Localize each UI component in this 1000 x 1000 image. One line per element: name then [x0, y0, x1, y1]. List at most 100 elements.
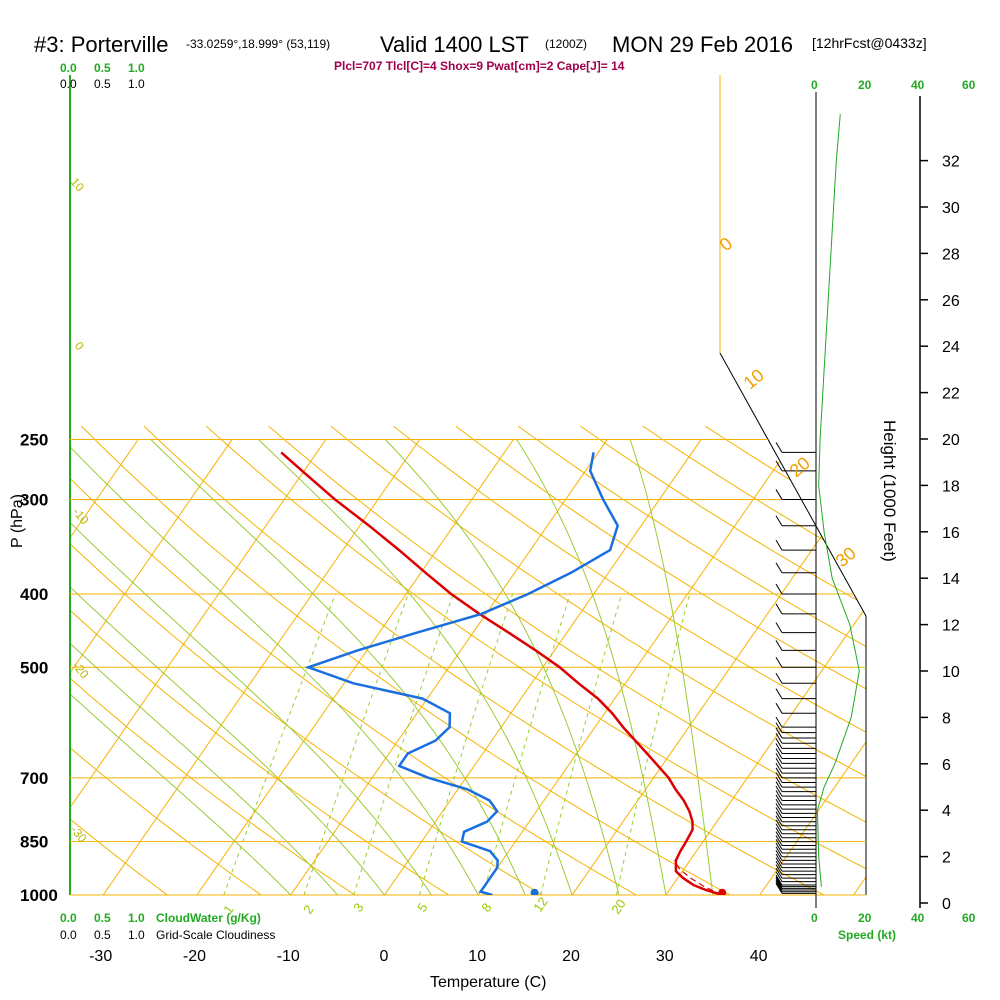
- wind-barb-flag: [775, 878, 783, 889]
- mixing-ratio-label: 3: [350, 900, 366, 915]
- height-tick-label: 0: [942, 896, 951, 913]
- wind-barb-flag: [775, 753, 783, 764]
- wind-barb-flag: [775, 860, 783, 872]
- wind-barb-flag: [775, 772, 783, 783]
- isotherm-label: 10: [740, 365, 768, 393]
- wind-barb-flag: [775, 823, 783, 835]
- temperature-tick-label: -20: [183, 948, 206, 965]
- moist-adiabat-line: [70, 439, 432, 895]
- moist-adiabat-line: [70, 439, 292, 895]
- wind-barb-flag: [775, 539, 783, 551]
- wind-barb-flag: [775, 794, 783, 806]
- wind-barb-flag: [775, 727, 783, 739]
- pressure-tick-label: 300: [20, 490, 48, 509]
- dry-adiabat-line: [143, 425, 856, 895]
- height-tick-label: 24: [942, 339, 960, 356]
- cloudiness-tick-bottom-0: 0.0: [60, 928, 77, 942]
- wind-barb-flag: [775, 460, 783, 472]
- cloudiness-tick-top-1: 0.5: [94, 77, 111, 91]
- temperature-tick-label: 10: [468, 948, 486, 965]
- height-tick-label: 30: [942, 200, 960, 217]
- mixing-ratio-label: 2: [300, 902, 316, 917]
- wind-barb-flag: [775, 819, 783, 831]
- temperature-tick-label: -30: [89, 948, 112, 965]
- temperature-tick-label: 30: [656, 948, 674, 965]
- pressure-tick-label: 250: [20, 431, 48, 450]
- wind-barb-flag: [775, 732, 783, 744]
- wind-barb-flag: [775, 815, 783, 827]
- wind-barb-flag: [775, 722, 783, 733]
- dry-adiabat-line: [70, 425, 285, 895]
- wind-barb-flag: [775, 881, 783, 892]
- wind-barb-flag: [775, 838, 783, 850]
- wind-barb-flag: [775, 785, 783, 797]
- wind-barb-flag: [775, 867, 783, 879]
- dry-adiabat-line: [517, 425, 866, 895]
- speed-tick-top-2: 40: [911, 78, 925, 92]
- cloudwater-tick-bottom-2: 1.0: [128, 911, 145, 925]
- mixing-ratio-label: 20: [608, 896, 629, 916]
- background-grid: [70, 425, 1000, 911]
- height-tick-label: 14: [942, 571, 960, 588]
- dry-adiabat-line: [205, 425, 866, 895]
- mixing-ratio-label: 12: [530, 894, 551, 914]
- isotherm-label: 30: [832, 543, 860, 571]
- wind-barb-flag: [775, 781, 783, 792]
- cloudwater-legend-label: CloudWater (g/Kg): [156, 911, 261, 925]
- pressure-tick-label: 850: [20, 833, 48, 852]
- wind-barb-flag: [775, 716, 783, 728]
- dry-adiabat-line: [70, 425, 570, 895]
- wind-barb-flag: [775, 857, 783, 868]
- speed-tick-top-1: 20: [858, 78, 872, 92]
- wind-barb-flag: [775, 762, 783, 774]
- dry-adiabat-line: [70, 425, 380, 895]
- wind-barb-flag: [775, 876, 783, 887]
- moist-adiabat-line: [385, 439, 620, 895]
- wind-barb-flag: [775, 883, 783, 894]
- wind-panel: [775, 92, 860, 908]
- dry-adiabat-label: -20: [70, 659, 92, 682]
- forecast-label: [12hrFcst@0433z]: [812, 35, 927, 51]
- speed-tick-bottom-2: 40: [911, 911, 925, 925]
- cloudwater-tick-bottom-1: 0.5: [94, 911, 111, 925]
- wind-barb-flag: [775, 603, 783, 615]
- height-tick-label: 20: [942, 432, 960, 449]
- dry-adiabat-line: [955, 426, 1000, 911]
- wind-barb-flag: [775, 790, 783, 801]
- speed-tick-bottom-1: 20: [858, 911, 872, 925]
- pressure-tick-label: 700: [20, 769, 48, 788]
- dry-adiabat-line: [829, 425, 866, 895]
- speed-tick-bottom-0: 0: [811, 911, 818, 925]
- height-tick-label: 6: [942, 757, 951, 774]
- wind-barb-flag: [775, 442, 783, 453]
- pressure-tick-label: 400: [20, 585, 48, 604]
- wind-barb-flag: [775, 850, 783, 861]
- cloudwater-tick-top-1: 0.5: [94, 61, 111, 75]
- cloudiness-tick-bottom-2: 1.0: [128, 928, 145, 942]
- wind-barb-flag: [775, 798, 783, 810]
- cloudwater-tick-top-0: 0.0: [60, 61, 77, 75]
- wind-barb-flag: [775, 835, 783, 846]
- dry-adiabat-line: [393, 425, 866, 895]
- isotherm-label: 20: [786, 453, 814, 481]
- temperature-tick-label: 20: [562, 948, 580, 965]
- wind-barb-flag: [775, 583, 783, 595]
- speed-tick-bottom-3: 60: [962, 911, 976, 925]
- wind-barb-flag: [775, 864, 783, 875]
- moist-adiabat-line: [629, 439, 714, 895]
- moist-adiabat-line: [70, 439, 479, 895]
- height-tick-label: 12: [942, 618, 960, 635]
- moist-adiabat-line: [258, 439, 573, 895]
- speed-legend-label: Speed (kt): [838, 928, 896, 942]
- dry-adiabat-label: 0: [72, 339, 87, 353]
- wind-barb-flag: [775, 758, 783, 769]
- dry-adiabat-label: -10: [70, 505, 92, 528]
- indices-line: Plcl=707 Tlcl[C]=4 Shox=9 Pwat[cm]=2 Cap…: [334, 59, 625, 73]
- dry-adiabat-line: [455, 425, 866, 895]
- wind-barb-flag: [775, 853, 783, 865]
- surface-dewpoint-dot: [530, 888, 539, 895]
- moist-adiabat-line: [70, 439, 338, 895]
- height-tick-label: 26: [942, 293, 960, 310]
- dry-adiabat-line: [70, 425, 190, 895]
